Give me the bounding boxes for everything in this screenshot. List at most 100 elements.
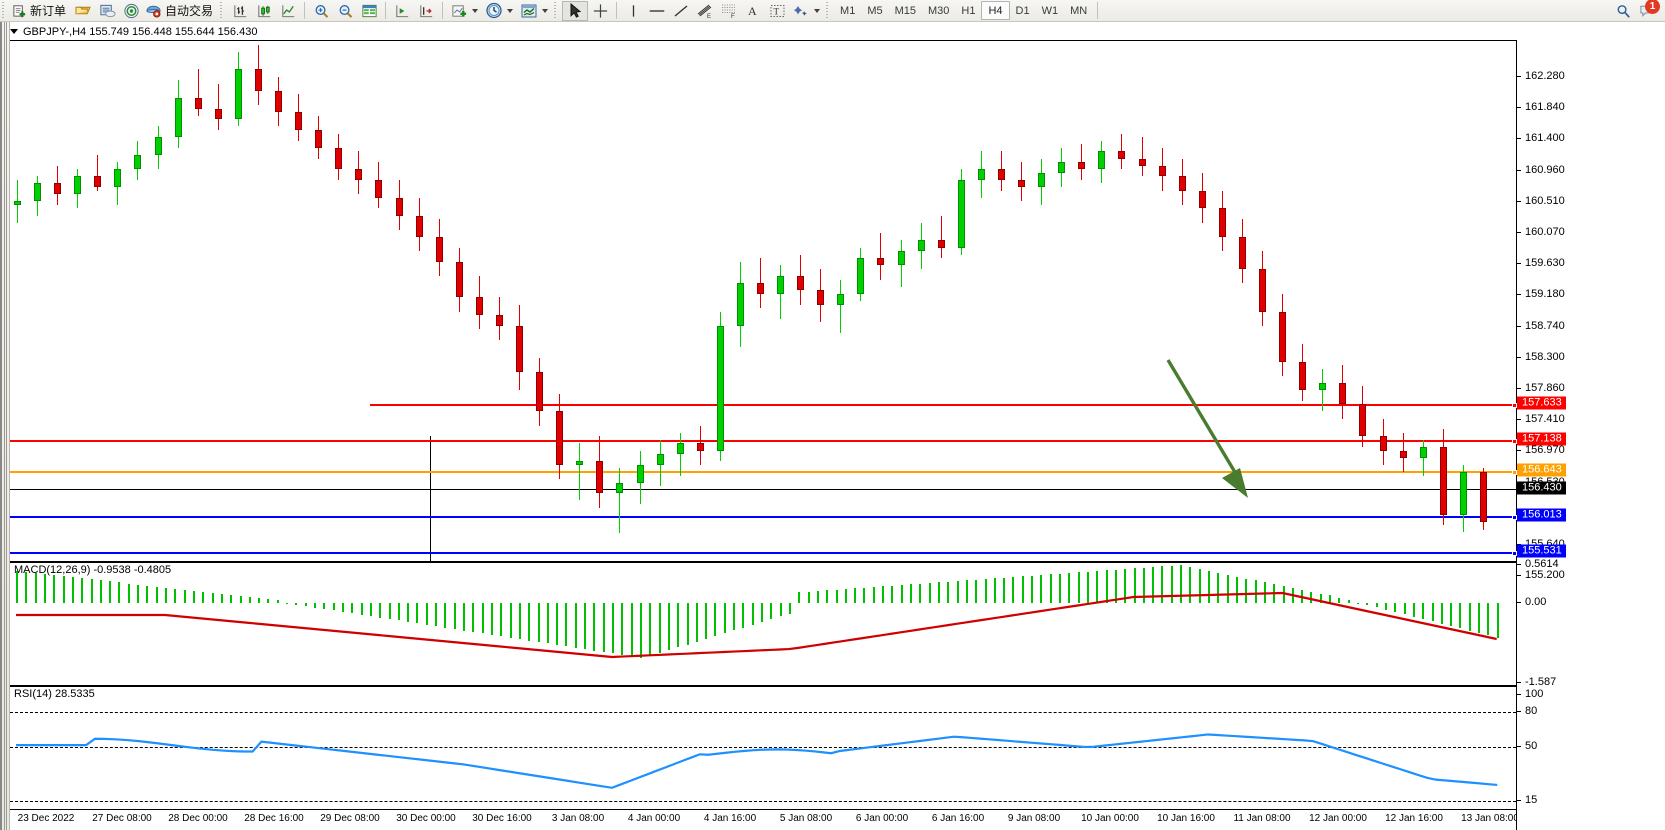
chart-window-grip[interactable] <box>2 22 10 830</box>
candle-body <box>1058 162 1066 173</box>
macd-histogram-bar <box>1310 591 1313 603</box>
new-order-button[interactable]: 新订单 <box>10 1 71 21</box>
new-order-label: 新订单 <box>30 4 67 18</box>
timeframe-w1[interactable]: W1 <box>1041 4 1059 17</box>
price-tag-157-633[interactable]: 157.633 <box>1517 396 1566 410</box>
candle-body <box>1259 268 1267 312</box>
price-tag-155-531[interactable]: 155.531 <box>1517 544 1566 558</box>
cursor-icon[interactable] <box>562 0 589 21</box>
zoom-out-icon[interactable] <box>333 1 357 21</box>
timeframes-grip[interactable] <box>825 1 833 20</box>
chart-type-grip[interactable] <box>219 1 227 20</box>
horizontal-line-icon[interactable] <box>645 1 669 21</box>
macd-histogram-bar <box>1394 603 1397 612</box>
chart-shift-icon[interactable] <box>390 1 414 21</box>
search-icon[interactable] <box>1611 1 1635 21</box>
price-tick: 160.510 <box>1517 195 1565 207</box>
add-indicator-icon[interactable] <box>447 1 471 21</box>
timeframe-m5[interactable]: M5 <box>867 4 883 17</box>
macd-histogram-bar <box>1208 571 1210 603</box>
candle-body <box>355 169 363 180</box>
signal-icon[interactable] <box>119 1 143 21</box>
macd-histogram-bar <box>1198 569 1201 603</box>
price-plot[interactable]: MACD(12,26,9) -0.9538 -0.4805 RSI(14) 28… <box>10 40 1519 830</box>
price-tag-157-138[interactable]: 157.138 <box>1517 432 1566 446</box>
bar-chart-icon[interactable] <box>228 1 252 21</box>
candle-body <box>295 112 303 131</box>
price-tick: 158.300 <box>1517 351 1565 363</box>
price-tag-156-643[interactable]: 156.643 <box>1517 463 1566 477</box>
timeframe-h1[interactable]: H1 <box>961 4 976 17</box>
alerts-badge: 1 <box>1645 0 1660 14</box>
macd-histogram-bar <box>630 603 633 657</box>
chart-menu-icon[interactable] <box>10 29 18 34</box>
timeframe-m1[interactable]: M1 <box>840 4 856 17</box>
line-chart-icon[interactable] <box>276 1 300 21</box>
candlestick-chart-icon[interactable] <box>252 1 276 21</box>
time-axis: 23 Dec 2022 27 Dec 08:00 28 Dec 00:00 28 De… <box>10 809 1519 830</box>
timeframe-m30[interactable]: M30 <box>928 4 950 17</box>
price-level-156-430[interactable] <box>10 489 1516 490</box>
svg-text:A: A <box>748 4 757 18</box>
macd-histogram-bar <box>99 580 102 603</box>
timeframe-m15[interactable]: M15 <box>894 4 916 17</box>
price-tick: 157.860 <box>1517 382 1565 394</box>
candle-body <box>415 215 423 237</box>
candle-wick <box>679 432 681 476</box>
zoom-in-icon[interactable] <box>309 1 333 21</box>
text-label-icon[interactable]: A <box>741 1 765 21</box>
macd-histogram-bar <box>220 593 223 603</box>
price-axis[interactable]: 162.280 161.840 161.400 160.960 160.510 160.0… <box>1516 40 1665 830</box>
macd-histogram-bar <box>910 584 912 603</box>
candle-body <box>194 97 202 109</box>
crosshair-icon[interactable] <box>588 1 612 21</box>
terminal-icon[interactable] <box>95 1 119 21</box>
macd-histogram-bar <box>593 603 596 651</box>
timeframe-mn[interactable]: MN <box>1070 4 1088 17</box>
macd-histogram-bar <box>528 603 531 641</box>
price-tag-156-013[interactable]: 156.013 <box>1517 508 1566 522</box>
macd-histogram-bar <box>500 603 503 637</box>
candle-body <box>1038 172 1046 187</box>
folder-icon[interactable] <box>71 1 95 21</box>
shapes-icon[interactable] <box>789 1 813 21</box>
drawing-tools-grip[interactable] <box>553 1 561 20</box>
autotrading-button[interactable]: 自动交易 <box>143 1 218 21</box>
timeframe-h4[interactable]: H4 <box>981 1 1010 20</box>
macd-histogram-bar <box>258 598 261 603</box>
price-level-157-633[interactable] <box>370 403 1517 408</box>
indicator-dropdown-caret[interactable] <box>472 8 479 13</box>
period-dropdown-caret[interactable] <box>507 8 514 13</box>
price-level-155-531[interactable] <box>10 551 1517 556</box>
candle-body <box>857 258 865 294</box>
candle-body <box>576 461 584 465</box>
macd-histogram-bar <box>574 603 577 648</box>
auto-scroll-icon[interactable] <box>414 1 438 21</box>
fibonacci-icon[interactable]: F <box>717 1 741 21</box>
templates-dropdown-caret[interactable] <box>542 8 549 13</box>
vertical-marker-line <box>430 436 431 561</box>
period-icon[interactable] <box>482 1 506 21</box>
candle-body <box>214 108 222 120</box>
price-level-157-138[interactable] <box>10 439 1517 444</box>
vertical-line-icon[interactable] <box>621 1 645 21</box>
price-tag-156-430[interactable]: 156.430 <box>1517 481 1566 495</box>
timeframe-d1[interactable]: D1 <box>1015 4 1030 17</box>
rsi-level-50 <box>10 747 1516 748</box>
macd-histogram-bar <box>1049 574 1052 603</box>
toolbar-grip[interactable] <box>1 1 8 20</box>
trendline-icon[interactable] <box>669 1 693 21</box>
equidistant-channel-icon[interactable]: E <box>693 1 717 21</box>
time-tick: 10 Jan 16:00 <box>1157 813 1215 824</box>
templates-icon[interactable] <box>517 1 541 21</box>
data-window-icon[interactable] <box>357 1 381 21</box>
shapes-dropdown-caret[interactable] <box>814 8 821 13</box>
macd-pane[interactable]: MACD(12,26,9) -0.9538 -0.4805 <box>10 563 1516 683</box>
chart-title-bar: GBPJPY-,H4 155.749 156.448 155.644 156.4… <box>10 24 257 39</box>
alerts-icon[interactable]: 1 <box>1635 0 1660 21</box>
macd-histogram-bar <box>351 603 354 614</box>
rsi-pane[interactable]: RSI(14) 28.5335 <box>10 687 1516 811</box>
price-level-156-013[interactable] <box>10 515 1517 520</box>
text-object-icon[interactable]: T <box>765 1 789 21</box>
price-level-156-643[interactable] <box>10 470 1517 475</box>
